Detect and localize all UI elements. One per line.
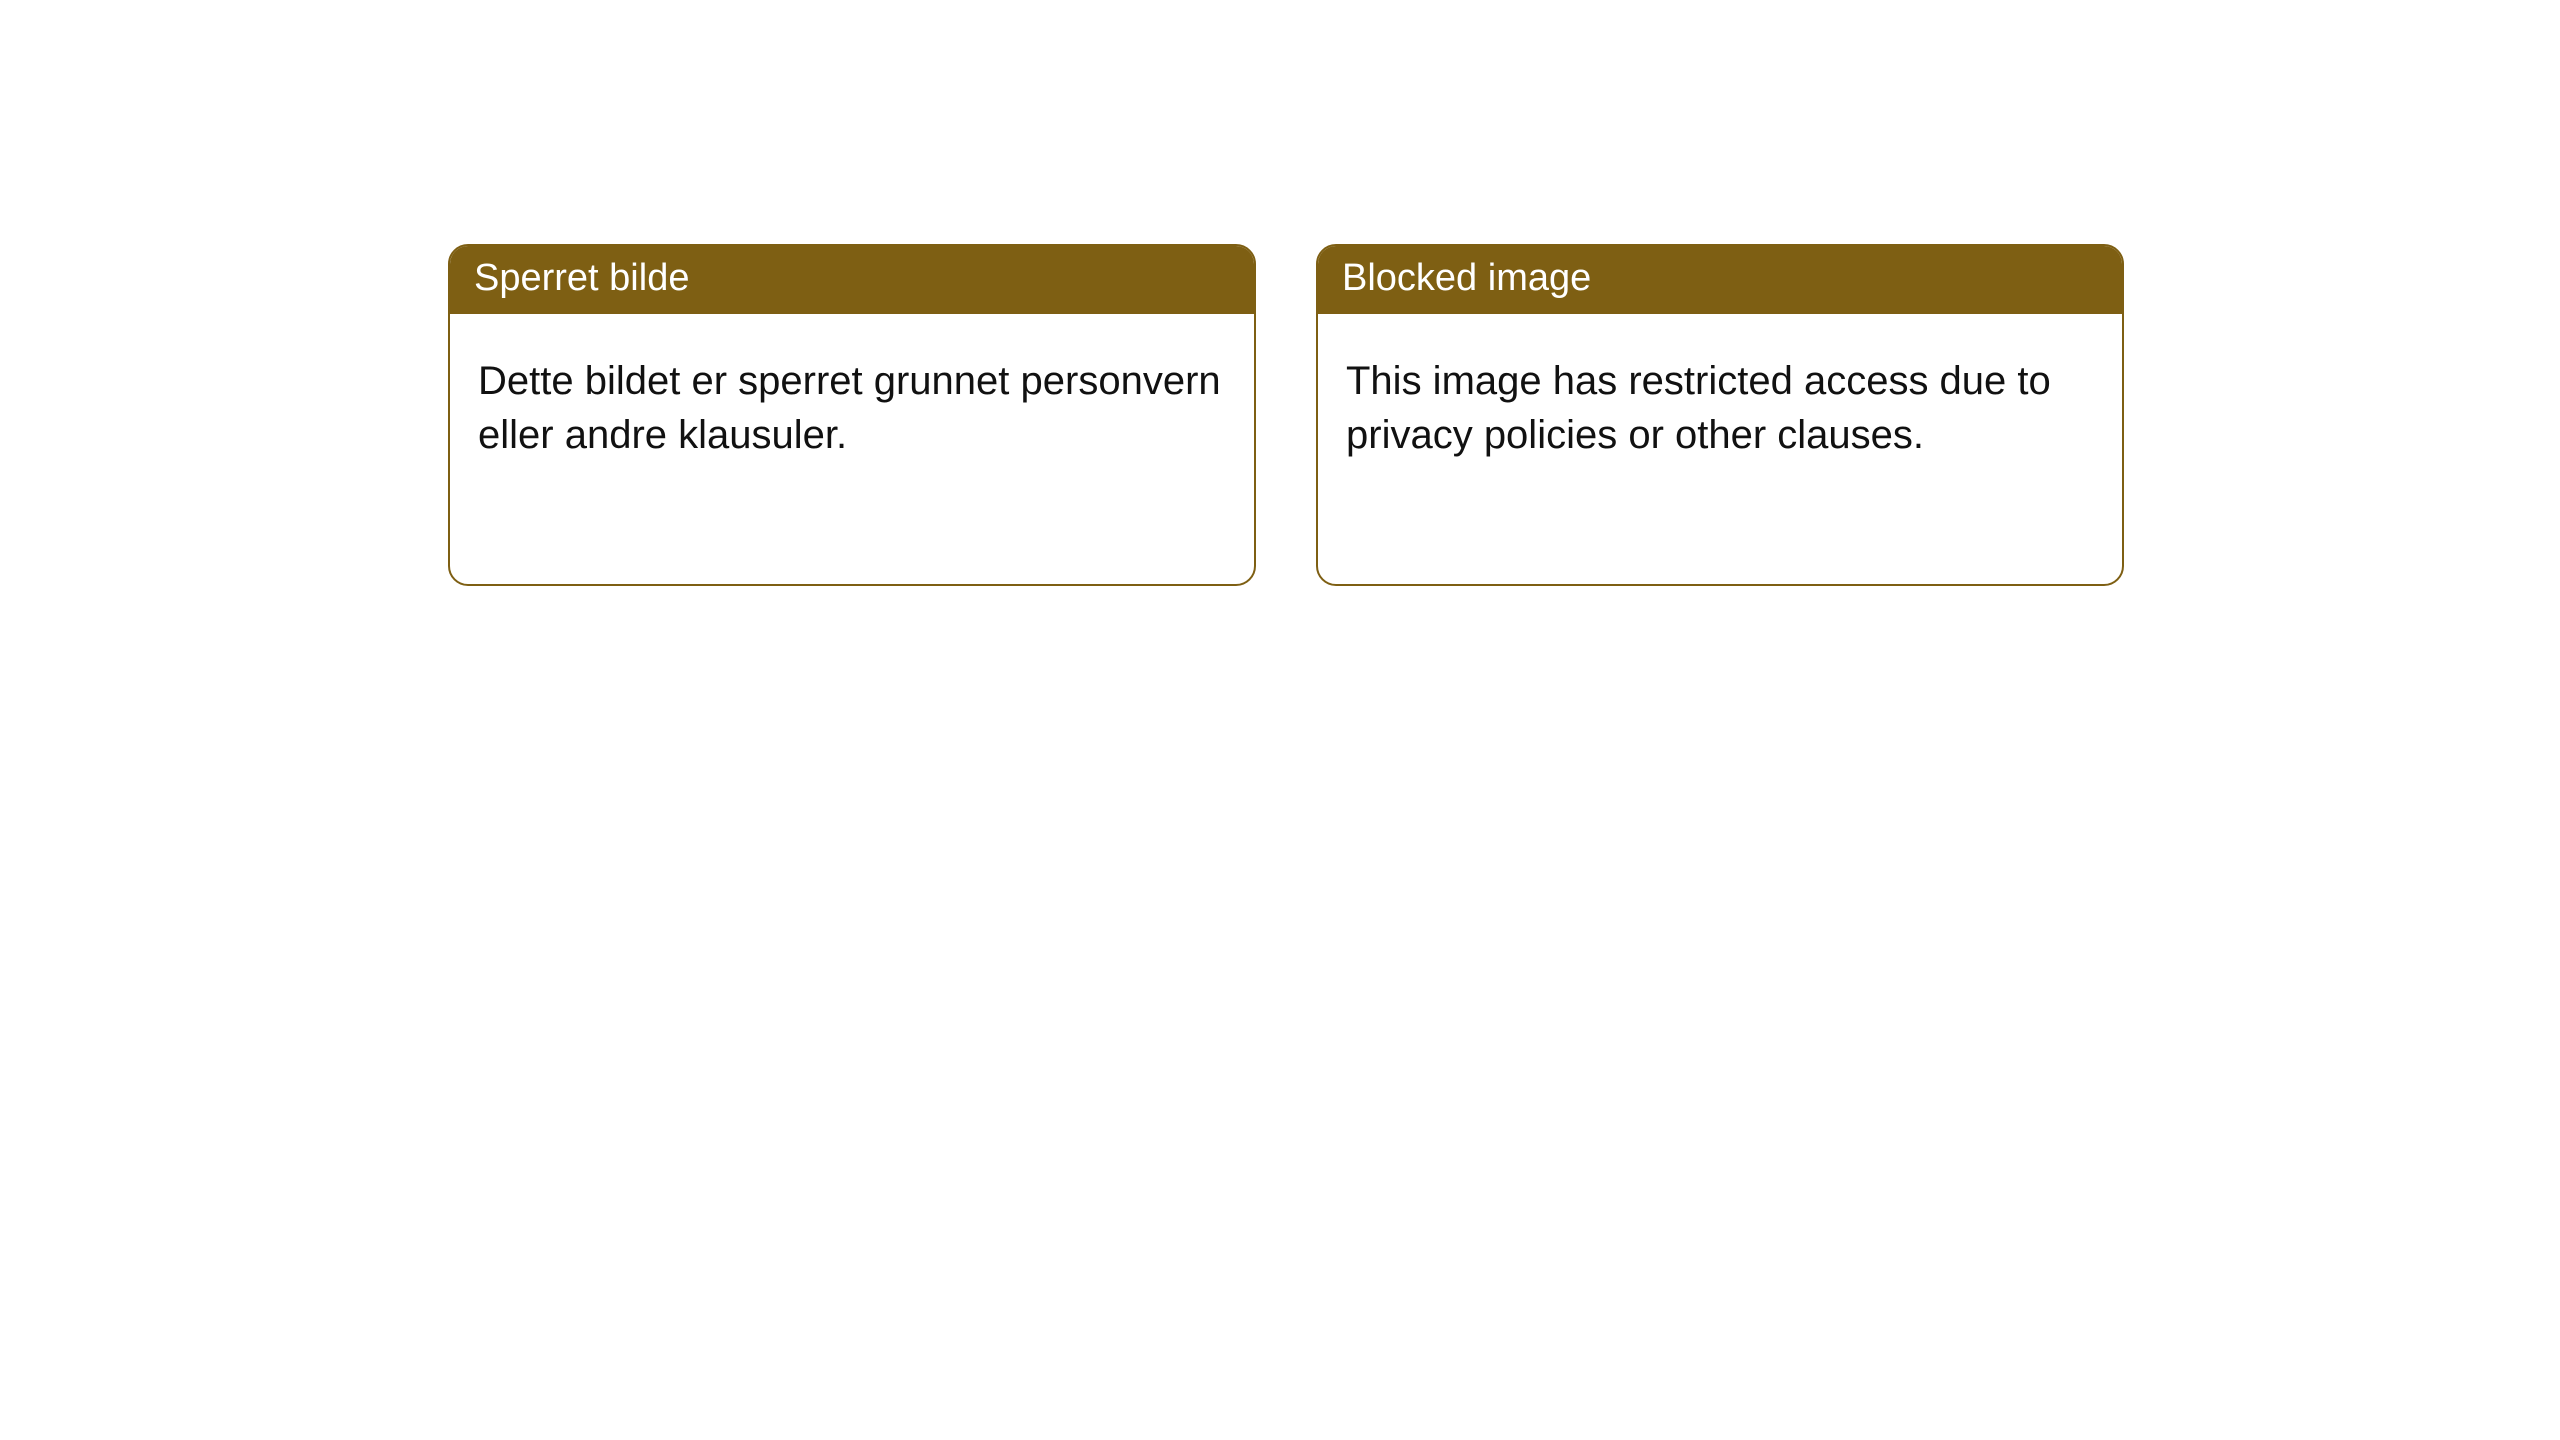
card-body: Dette bildet er sperret grunnet personve…	[450, 314, 1254, 584]
card-message: Dette bildet er sperret grunnet personve…	[478, 359, 1221, 457]
card-title: Blocked image	[1342, 257, 1591, 299]
card-message: This image has restricted access due to …	[1346, 359, 2051, 457]
card-body: This image has restricted access due to …	[1318, 314, 2122, 584]
card-header: Sperret bilde	[450, 246, 1254, 314]
notice-card-no: Sperret bilde Dette bildet er sperret gr…	[448, 244, 1256, 586]
notice-container: Sperret bilde Dette bildet er sperret gr…	[0, 0, 2560, 586]
card-title: Sperret bilde	[474, 257, 689, 299]
card-header: Blocked image	[1318, 246, 2122, 314]
notice-card-en: Blocked image This image has restricted …	[1316, 244, 2124, 586]
